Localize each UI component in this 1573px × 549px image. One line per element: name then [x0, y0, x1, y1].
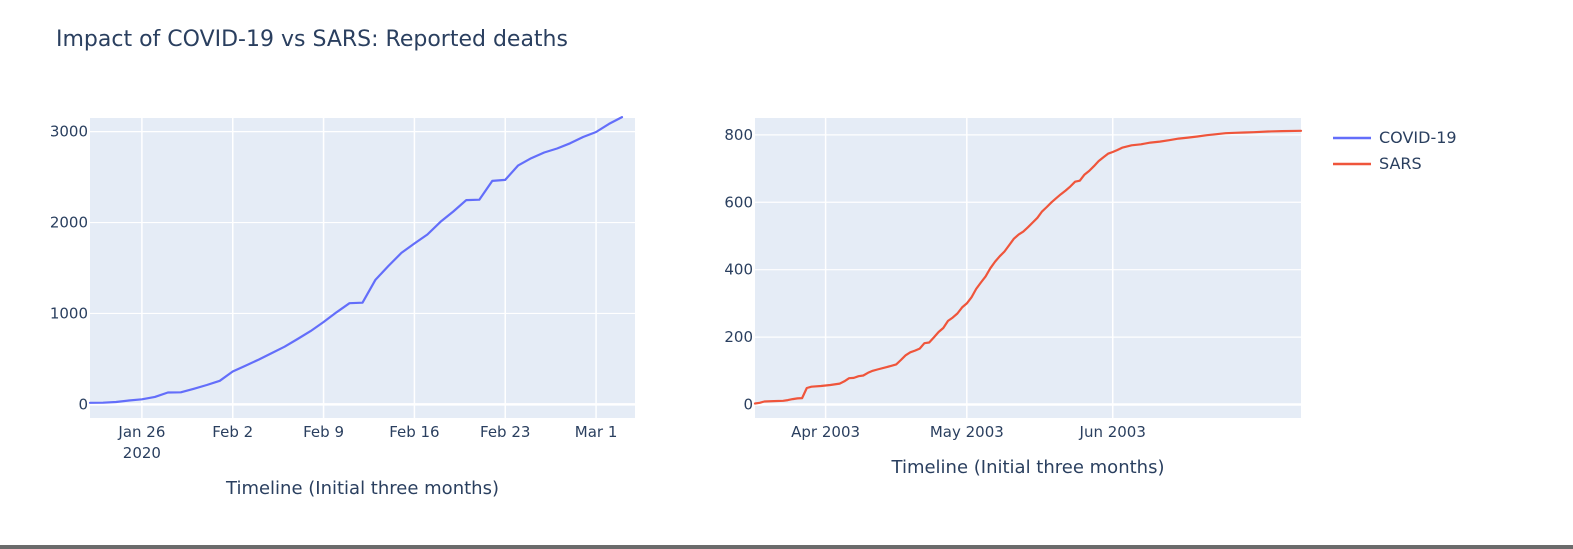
x-tick-label: Feb 16: [389, 423, 439, 441]
y-tick-label: 800: [724, 126, 753, 144]
y-tick-label: 200: [724, 328, 753, 346]
series-line-sars: [753, 129, 1303, 405]
plot-area-2: [755, 118, 1301, 418]
y-tick-label: 0: [78, 395, 88, 413]
series-line-covid-19: [88, 115, 624, 404]
legend-entry[interactable]: SARS: [1379, 154, 1422, 173]
y-tick-label: 3000: [50, 123, 88, 141]
x-axis-title: Timeline (Initial three months): [225, 478, 499, 499]
x-tick-label: Feb 23: [480, 423, 530, 441]
y-tick-label: 1000: [50, 304, 88, 322]
y-tick-label: 2000: [50, 214, 88, 232]
plot-area-1: [90, 118, 635, 418]
x-axis-title: Timeline (Initial three months): [891, 457, 1165, 478]
legend-entry[interactable]: COVID-19: [1379, 128, 1457, 147]
x-tick-label: Apr 2003: [791, 423, 860, 441]
x-tick-label: Jun 2003: [1079, 423, 1146, 441]
x-tick-label: Mar 1: [575, 423, 618, 441]
y-tick-label: 0: [743, 396, 753, 414]
x-tick-label: Jan 26: [117, 423, 165, 441]
x-tick-label: May 2003: [930, 423, 1004, 441]
bottom-border: [0, 545, 1573, 549]
y-tick-label: 400: [724, 261, 753, 279]
x-tick-sublabel: 2020: [123, 444, 161, 462]
x-tick-label: Feb 9: [303, 423, 344, 441]
y-tick-label: 600: [724, 193, 753, 211]
x-tick-label: Feb 2: [212, 423, 253, 441]
chart-title: Impact of COVID-19 vs SARS: Reported dea…: [56, 27, 568, 52]
